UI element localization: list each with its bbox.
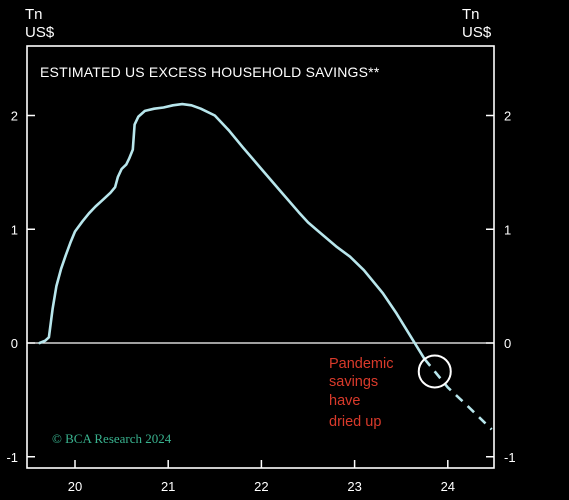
left-unit-tn: Tn bbox=[25, 6, 43, 23]
xtick-label-3: 23 bbox=[347, 479, 361, 494]
callout-line-4: dried up bbox=[329, 414, 381, 430]
right-unit-usd: US$ bbox=[462, 24, 492, 41]
callout-line-3: have bbox=[329, 393, 360, 409]
series-group bbox=[38, 102, 493, 431]
chart-title: ESTIMATED US EXCESS HOUSEHOLD SAVINGS** bbox=[40, 64, 380, 80]
axis-ticks: 2 21 10 0-1 -120 21 22 23 24 bbox=[6, 109, 515, 495]
right-unit-tn: Tn bbox=[462, 6, 480, 23]
callout-line-1: Pandemic bbox=[329, 356, 393, 372]
plot-frame bbox=[26, 45, 495, 469]
xtick-label-2: 22 bbox=[254, 479, 268, 494]
ytick-label-left-3: -1 bbox=[6, 450, 18, 465]
xtick-label-4: 24 bbox=[441, 479, 455, 494]
callout-line-2: savings bbox=[329, 374, 378, 390]
projection-dashed-line bbox=[423, 358, 493, 431]
excess-savings-line bbox=[38, 102, 426, 361]
xtick-label-1: 21 bbox=[161, 479, 175, 494]
ytick-label-right-1: 1 bbox=[504, 222, 511, 237]
ytick-label-left-0: 2 bbox=[11, 109, 18, 124]
ytick-label-right-0: 2 bbox=[504, 109, 511, 124]
left-unit-usd: US$ bbox=[25, 24, 55, 41]
ytick-label-left-1: 1 bbox=[11, 222, 18, 237]
callout-circle bbox=[417, 354, 452, 389]
ytick-label-right-2: 0 bbox=[504, 336, 511, 351]
xtick-label-0: 20 bbox=[68, 479, 82, 494]
ytick-label-left-2: 0 bbox=[11, 336, 18, 351]
ytick-label-right-3: -1 bbox=[504, 450, 516, 465]
source-credit: © BCA Research 2024 bbox=[52, 431, 172, 446]
